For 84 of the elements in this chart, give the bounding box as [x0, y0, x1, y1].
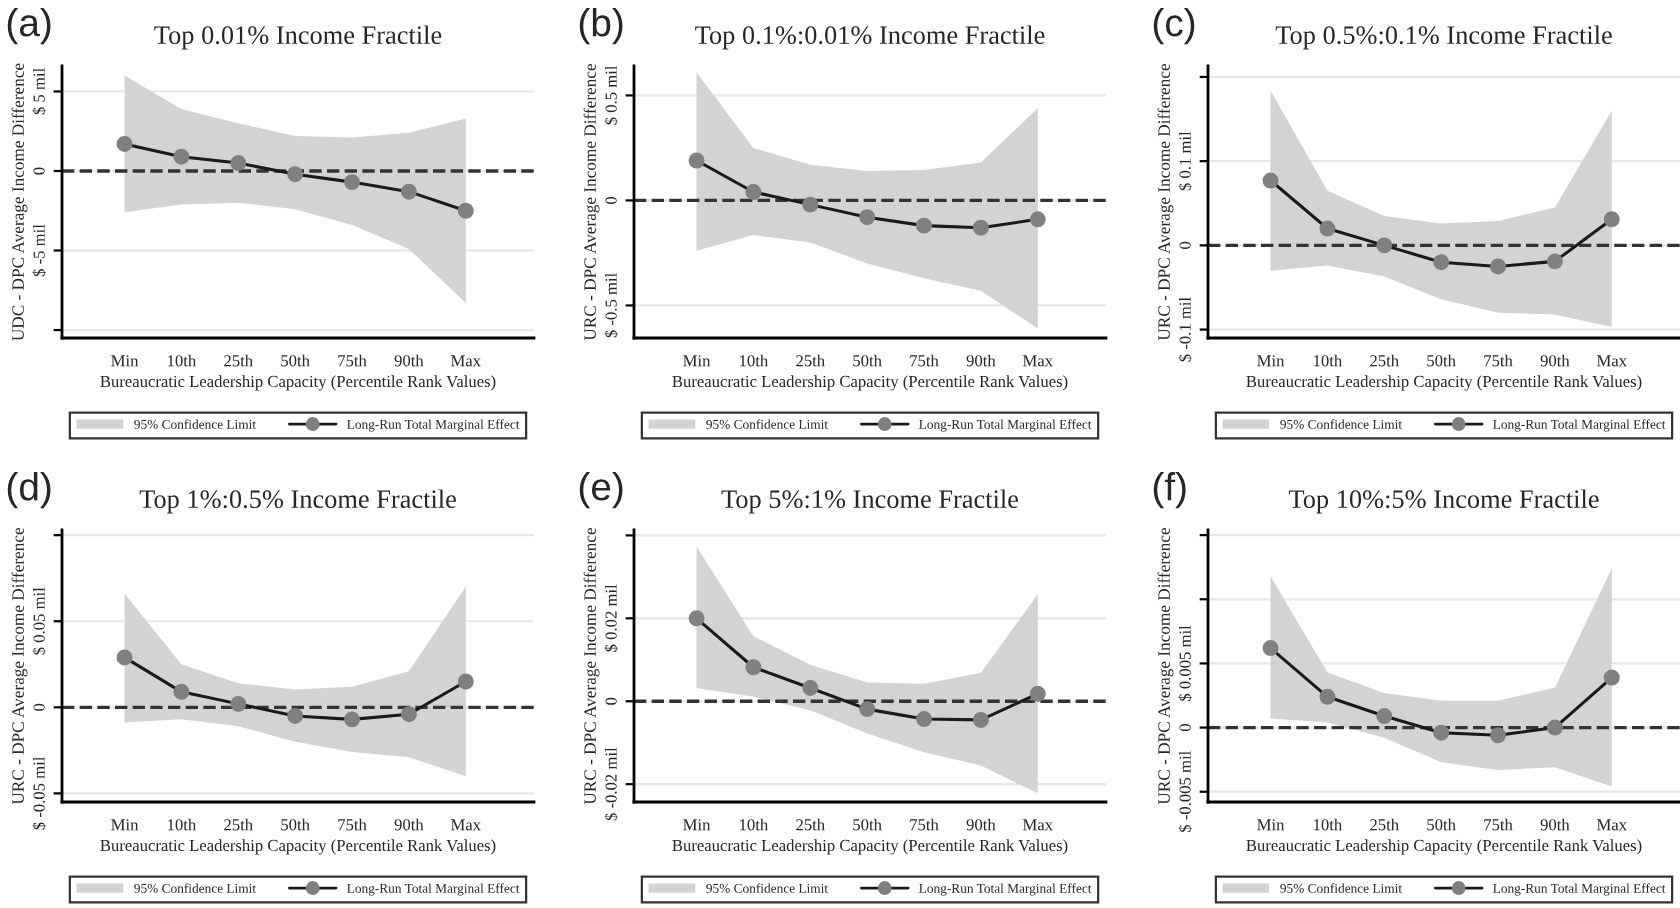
x-tick-label: Max [1596, 819, 1627, 831]
x-tick-label: 75th [338, 354, 367, 367]
x-tick-label: 75th [1484, 818, 1513, 831]
x-tick-label: 50th [281, 354, 310, 367]
chart-title: Top 0.1%:0.01% Income Fractile [695, 25, 1045, 50]
x-tick-label: Min [683, 819, 711, 831]
x-tick-label: 90th [1540, 818, 1570, 831]
text: (d) [7, 471, 51, 509]
y-tick-label: $ 0.05 mil [32, 587, 46, 655]
text: (c) [1153, 7, 1195, 45]
x-tick-label: 25th [1370, 818, 1399, 831]
x-axis-title: Bureaucratic Leadership Capacity (Percentile Rank Values) [1246, 839, 1642, 855]
x-tick-label: 10th [1314, 354, 1343, 367]
x-tick-label: Max [1596, 355, 1627, 367]
y-tick-label: $ -0.1 mil [1178, 297, 1192, 362]
x-tick-label: 50th [853, 818, 882, 831]
y-tick-label: $ 0.1 mil [1178, 131, 1192, 191]
y-axis-title: URC - DPC Average Income Difference [11, 527, 28, 805]
x-tick-label: Max [1022, 355, 1053, 367]
chart-title: Top 10%:5% Income Fractile [1288, 489, 1599, 514]
y-tick-label: 0 [33, 167, 45, 175]
x-tick-label: 50th [853, 354, 882, 367]
x-tick-label: 25th [796, 818, 825, 831]
y-tick-label: $ -0.5 mil [604, 273, 618, 338]
x-tick-label: 25th [1370, 354, 1399, 367]
x-tick-label: Max [1022, 819, 1053, 831]
y-tick-label: $ 0.005 mil [1178, 625, 1192, 701]
x-tick-label: Min [1257, 819, 1285, 831]
y-tick-label: 0 [605, 196, 617, 204]
chart-title: Top 5%:1% Income Fractile [721, 489, 1019, 514]
y-tick-label: $ 0.02 mil [604, 584, 618, 652]
x-tick-label: 10th [740, 354, 769, 367]
x-tick-label: Max [450, 819, 481, 831]
x-tick-label: 75th [910, 354, 939, 367]
x-tick-label: Min [111, 355, 139, 367]
x-tick-label: 10th [1314, 818, 1343, 831]
x-tick-label: Min [1257, 355, 1285, 367]
chart-title: Top 1%:0.5% Income Fractile [139, 489, 456, 514]
x-tick-label: 25th [796, 354, 825, 367]
x-tick-label: 10th [168, 818, 197, 831]
x-axis-title: Bureaucratic Leadership Capacity (Percentile Rank Values) [1246, 375, 1642, 391]
x-axis-title: Bureaucratic Leadership Capacity (Percentile Rank Values) [672, 375, 1068, 391]
x-tick-label: 90th [966, 818, 996, 831]
y-tick-label: 0 [1179, 724, 1191, 732]
text: (b) [579, 7, 623, 45]
y-tick-label: $ -0.05 mil [32, 756, 46, 830]
x-tick-label: Max [450, 355, 481, 367]
y-tick-label: $ -0.005 mil [1178, 751, 1192, 832]
y-axis-title: URC - DPC Average Income Difference [583, 63, 600, 341]
x-axis-title: Bureaucratic Leadership Capacity (Percentile Rank Values) [672, 839, 1068, 855]
x-tick-label: 90th [1540, 354, 1570, 367]
x-tick-label: 25th [224, 818, 253, 831]
x-tick-label: Min [683, 355, 711, 367]
x-tick-label: 50th [281, 818, 310, 831]
y-tick-label: 0 [1179, 241, 1191, 249]
text: (f) [1153, 471, 1186, 509]
x-tick-label: 10th [168, 354, 197, 367]
x-tick-label: 25th [224, 354, 253, 367]
y-axis-title: URC - DPC Average Income Difference [583, 527, 600, 805]
x-tick-label: Min [111, 819, 139, 831]
x-tick-label: 90th [966, 354, 996, 367]
x-tick-label: 10th [740, 818, 769, 831]
y-axis-title: URC - DPC Average Income Difference [1157, 527, 1174, 805]
x-tick-label: 90th [394, 818, 424, 831]
y-tick-label: $ 0.5 mil [604, 65, 618, 125]
chart-title: Top 0.01% Income Fractile [154, 25, 442, 50]
text: (e) [579, 471, 623, 509]
y-tick-label: 0 [605, 697, 617, 705]
y-axis-title: URC - DPC Average Income Difference [1157, 63, 1174, 341]
x-axis-title: Bureaucratic Leadership Capacity (Percentile Rank Values) [100, 375, 496, 391]
y-tick-label: $ -0.02 mil [604, 747, 618, 821]
y-tick-label: $ -5 mil [32, 224, 46, 277]
x-tick-label: 75th [1484, 354, 1513, 367]
text: (a) [7, 7, 51, 45]
x-tick-label: 75th [910, 818, 939, 831]
x-tick-label: 75th [338, 818, 367, 831]
y-tick-label: 0 [33, 703, 45, 711]
y-axis-title: UDC - DPC Average Income Difference [11, 63, 28, 341]
x-tick-label: 50th [1427, 354, 1456, 367]
x-tick-label: 50th [1427, 818, 1456, 831]
chart-title: Top 0.5%:0.1% Income Fractile [1275, 25, 1612, 50]
x-axis-title: Bureaucratic Leadership Capacity (Percentile Rank Values) [100, 839, 496, 855]
y-tick-label: $ 5 mil [32, 68, 46, 115]
x-tick-label: 90th [394, 354, 424, 367]
